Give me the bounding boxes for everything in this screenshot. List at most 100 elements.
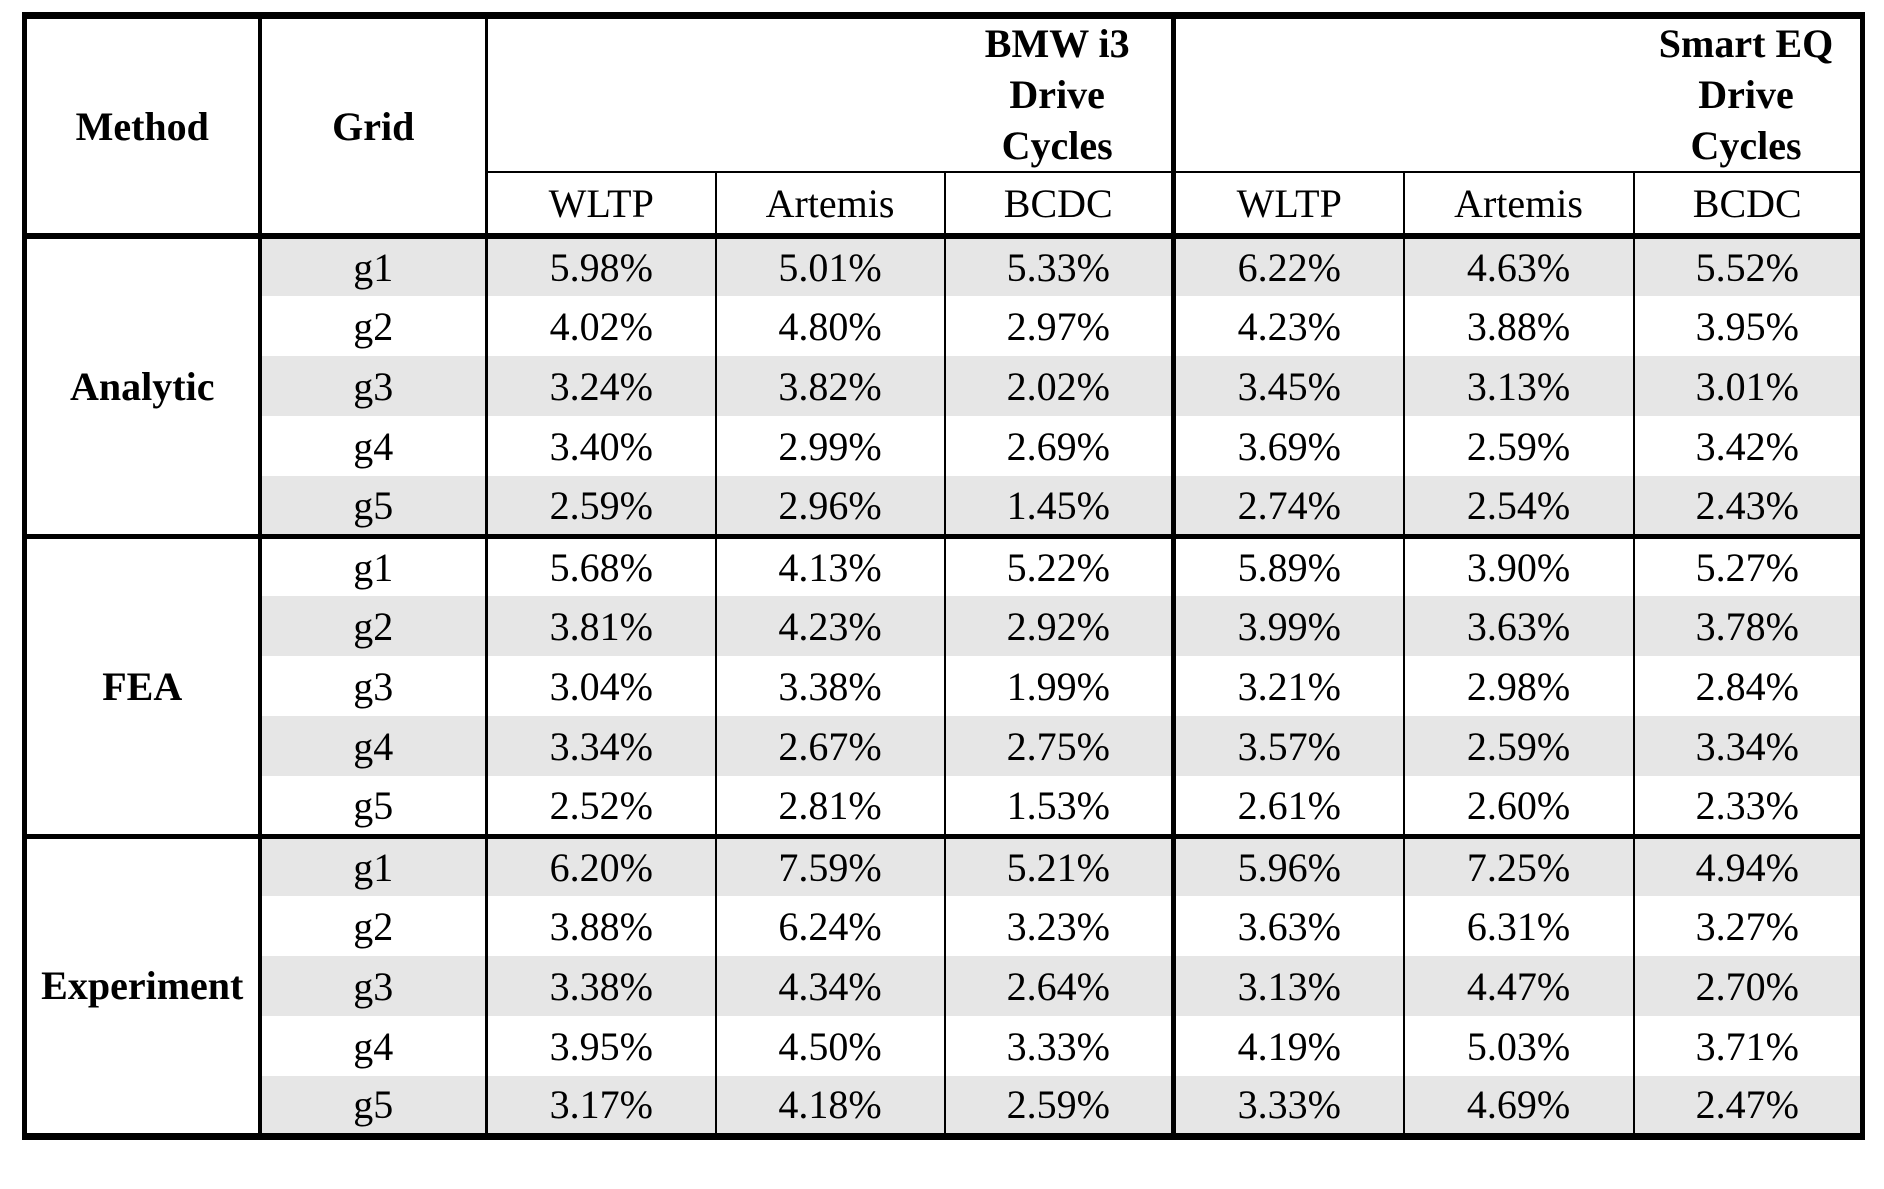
grid-cell: g3 — [259, 356, 488, 417]
value-cell: 1.45% — [944, 476, 1176, 537]
grid-cell: g1 — [259, 233, 488, 297]
grid-cell: g2 — [259, 296, 488, 357]
table-row: g3 3.38% 4.34% 2.64% 3.13% 4.47% 2.70% — [25, 956, 1864, 1017]
grid-cell: g4 — [259, 416, 488, 477]
value-cell: 4.63% — [1403, 233, 1635, 297]
value-cell: 2.60% — [1403, 776, 1635, 837]
value-cell: 2.67% — [715, 716, 946, 777]
value-cell: 6.22% — [1173, 233, 1405, 297]
value-cell: 2.61% — [1173, 776, 1405, 837]
value-cell: 3.57% — [1173, 716, 1405, 777]
value-cell: 2.98% — [1403, 656, 1635, 717]
group-title-wrap: Smart EQ Drive Cycles — [1176, 19, 1860, 170]
value-cell: 3.81% — [486, 596, 717, 657]
value-cell: 7.59% — [715, 833, 946, 897]
value-cell: 2.43% — [1633, 476, 1864, 537]
value-cell: 2.59% — [944, 1076, 1176, 1137]
value-cell: 3.63% — [1173, 896, 1405, 957]
value-cell: 7.25% — [1403, 833, 1635, 897]
table-row: g3 3.04% 3.38% 1.99% 3.21% 2.98% 2.84% — [25, 656, 1864, 717]
value-cell: 3.45% — [1173, 356, 1405, 417]
value-cell: 4.19% — [1173, 1016, 1405, 1077]
value-cell: 3.88% — [486, 896, 717, 957]
table-row: g5 2.52% 2.81% 1.53% 2.61% 2.60% 2.33% — [25, 776, 1864, 837]
group-title-line: Drive — [1009, 71, 1105, 117]
col-header-grid: Grid — [259, 15, 488, 240]
section-analytic: Analytic g1 5.98% 5.01% 5.33% 6.22% 4.63… — [24, 233, 1864, 537]
value-cell: 3.88% — [1403, 296, 1635, 357]
value-cell: 5.03% — [1403, 1016, 1635, 1077]
value-cell: 3.27% — [1633, 896, 1864, 957]
value-cell: 2.59% — [1403, 716, 1635, 777]
table-row: FEA g1 5.68% 4.13% 5.22% 5.89% 3.90% 5.2… — [24, 533, 1864, 837]
col-header-method: Method — [24, 15, 262, 240]
value-cell: 2.54% — [1403, 476, 1635, 537]
group-title-bmw-i3: BMW i3 Drive Cycles — [943, 19, 1168, 170]
value-cell: 2.75% — [944, 716, 1176, 777]
value-cell: 5.98% — [486, 233, 717, 297]
table-row: g4 3.95% 4.50% 3.33% 4.19% 5.03% 3.71% — [25, 1016, 1864, 1077]
value-cell: 3.40% — [486, 416, 717, 477]
value-cell: 3.69% — [1173, 416, 1405, 477]
method-cell-analytic: Analytic — [24, 233, 262, 537]
group-title-smart-eq: Smart EQ Drive Cycles — [1632, 19, 1860, 170]
value-cell: 6.31% — [1403, 896, 1635, 957]
value-cell: 2.70% — [1633, 956, 1864, 1017]
value-cell: 3.13% — [1403, 356, 1635, 417]
value-cell: 4.50% — [715, 1016, 946, 1077]
grid-cell: g5 — [259, 776, 488, 837]
value-cell: 4.47% — [1403, 956, 1635, 1017]
value-cell: 4.69% — [1403, 1076, 1635, 1137]
value-cell: 1.53% — [944, 776, 1176, 837]
value-cell: 5.27% — [1633, 533, 1864, 597]
results-table: Method Grid BMW i3 Drive Cycles Smart — [22, 12, 1865, 1140]
subheader-bmw-wltp: WLTP — [486, 172, 717, 240]
value-cell: 2.81% — [715, 776, 946, 837]
group-header-bmw-i3: BMW i3 Drive Cycles — [486, 15, 1176, 174]
section-experiment: Experiment g1 6.20% 7.59% 5.21% 5.96% 7.… — [24, 833, 1864, 1137]
value-cell: 5.96% — [1173, 833, 1405, 897]
value-cell: 3.42% — [1633, 416, 1864, 477]
value-cell: 3.23% — [944, 896, 1176, 957]
value-cell: 5.52% — [1633, 233, 1864, 297]
group-title-line: Drive — [1698, 71, 1794, 117]
value-cell: 2.52% — [486, 776, 717, 837]
value-cell: 5.01% — [715, 233, 946, 297]
value-cell: 3.95% — [486, 1016, 717, 1077]
value-cell: 5.33% — [944, 233, 1176, 297]
table-row: g5 3.17% 4.18% 2.59% 3.33% 4.69% 2.47% — [25, 1076, 1864, 1137]
table-row: g3 3.24% 3.82% 2.02% 3.45% 3.13% 3.01% — [25, 356, 1864, 417]
grid-cell: g1 — [259, 533, 488, 597]
table-row: g5 2.59% 2.96% 1.45% 2.74% 2.54% 2.43% — [25, 476, 1864, 537]
value-cell: 2.84% — [1633, 656, 1864, 717]
value-cell: 3.78% — [1633, 596, 1864, 657]
value-cell: 4.94% — [1633, 833, 1864, 897]
value-cell: 2.92% — [944, 596, 1176, 657]
grid-cell: g3 — [259, 956, 488, 1017]
value-cell: 3.71% — [1633, 1016, 1864, 1077]
grid-cell: g2 — [259, 596, 488, 657]
value-cell: 3.90% — [1403, 533, 1635, 597]
value-cell: 2.69% — [944, 416, 1176, 477]
table-row: Analytic g1 5.98% 5.01% 5.33% 6.22% 4.63… — [24, 233, 1864, 537]
table-row: g4 3.34% 2.67% 2.75% 3.57% 2.59% 3.34% — [25, 716, 1864, 777]
table-row: g2 3.81% 4.23% 2.92% 3.99% 3.63% 3.78% — [25, 596, 1864, 657]
value-cell: 3.38% — [715, 656, 946, 717]
value-cell: 5.89% — [1173, 533, 1405, 597]
value-cell: 2.74% — [1173, 476, 1405, 537]
group-title-wrap: BMW i3 Drive Cycles — [488, 19, 1169, 170]
value-cell: 3.99% — [1173, 596, 1405, 657]
value-cell: 3.21% — [1173, 656, 1405, 717]
value-cell: 3.34% — [486, 716, 717, 777]
group-title-line: BMW i3 — [984, 21, 1130, 66]
grid-cell: g1 — [259, 833, 488, 897]
value-cell: 2.99% — [715, 416, 946, 477]
group-title-line: Cycles — [1690, 122, 1802, 168]
grid-cell: g2 — [259, 896, 488, 957]
value-cell: 2.02% — [944, 356, 1176, 417]
table-row: g2 4.02% 4.80% 2.97% 4.23% 3.88% 3.95% — [25, 296, 1864, 357]
value-cell: 4.23% — [715, 596, 946, 657]
method-cell-fea: FEA — [24, 533, 262, 837]
value-cell: 4.80% — [715, 296, 946, 357]
